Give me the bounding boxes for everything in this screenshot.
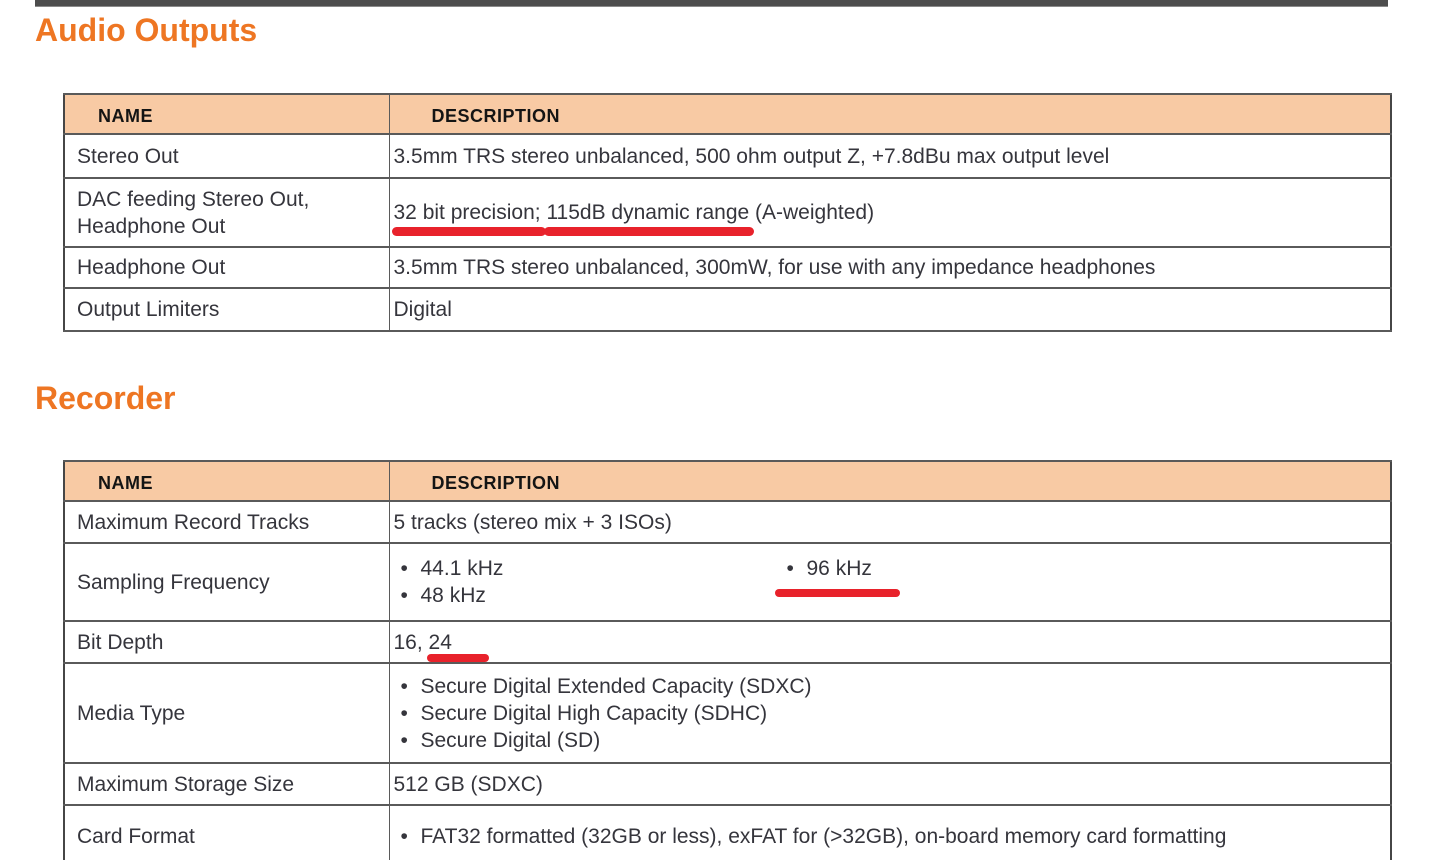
bullet-item: 48 kHz	[394, 582, 780, 609]
bullet-list: Secure Digital Extended Capacity (SDXC) …	[394, 673, 1383, 754]
description-text: 16,	[393, 630, 429, 654]
table-header-row: Name Description	[63, 460, 1392, 502]
bullet-item-underlined: 96 kHz	[774, 555, 901, 597]
annotated-text-underlined: 24	[428, 630, 452, 654]
bullet-list: FAT32 formatted (32GB or less), exFAT fo…	[394, 823, 1383, 850]
spec-name-cell: Maximum Record Tracks	[63, 500, 390, 544]
spec-description-cell: FAT32 formatted (32GB or less), exFAT fo…	[388, 804, 1392, 860]
spec-name-cell: Bit Depth	[63, 620, 390, 664]
column-header-name: Name	[63, 93, 390, 135]
column-header-description-label: Description	[431, 99, 561, 128]
audio-outputs-table: Name Description Stereo Out 3.5mm TRS st…	[63, 93, 1392, 332]
spec-name-cell: Headphone Out	[63, 246, 390, 289]
spec-name-cell: Media Type	[63, 662, 390, 764]
annotated-text-underlined: 32 bit precision;	[393, 201, 541, 224]
table-row: Output Limiters Digital	[63, 287, 1392, 332]
spec-name-cell: Sampling Frequency	[63, 542, 390, 622]
column-header-description-label: Description	[431, 466, 561, 495]
table-row: DAC feeding Stereo Out, Headphone Out 32…	[63, 177, 1392, 248]
spec-description-cell: 5 tracks (stereo mix + 3 ISOs)	[388, 500, 1392, 544]
bullet-item: FAT32 formatted (32GB or less), exFAT fo…	[394, 823, 1383, 850]
spec-description-cell: 44.1 kHz 48 kHz 96 kHz	[388, 542, 1392, 622]
table-header-row: Name Description	[63, 93, 1392, 135]
column-header-name-label: Name	[98, 99, 153, 128]
column-header-description: Description	[388, 93, 1392, 135]
bullet-item: Secure Digital High Capacity (SDHC)	[394, 700, 1383, 727]
annotated-text-underlined: 115dB dynamic range	[546, 201, 750, 224]
spec-name-cell: Stereo Out	[63, 133, 390, 179]
table-row: Card Format FAT32 formatted (32GB or les…	[63, 804, 1392, 860]
spec-description-cell: 512 GB (SDXC)	[388, 762, 1392, 806]
spec-name-cell: DAC feeding Stereo Out, Headphone Out	[63, 177, 390, 248]
table-row: Maximum Record Tracks 5 tracks (stereo m…	[63, 500, 1392, 544]
spec-description-cell: Digital	[388, 287, 1392, 332]
table-row: Headphone Out 3.5mm TRS stereo unbalance…	[63, 246, 1392, 289]
section-heading-recorder: Recorder	[35, 380, 176, 416]
description-text: (A-weighted)	[749, 201, 875, 224]
bullet-item: Secure Digital (SD)	[394, 727, 1383, 754]
spec-description-cell: Secure Digital Extended Capacity (SDXC) …	[388, 662, 1392, 764]
table-row: Media Type Secure Digital Extended Capac…	[63, 662, 1392, 764]
spec-description-cell: 3.5mm TRS stereo unbalanced, 500 ohm out…	[388, 133, 1392, 179]
spec-description-cell: 32 bit precision; 115dB dynamic range (A…	[388, 177, 1392, 248]
column-header-name-label: Name	[98, 466, 153, 495]
table-row: Maximum Storage Size 512 GB (SDXC)	[63, 762, 1392, 806]
section-heading-audio-outputs: Audio Outputs	[35, 12, 258, 48]
page-top-rule	[35, 0, 1388, 7]
table-row: Stereo Out 3.5mm TRS stereo unbalanced, …	[63, 133, 1392, 179]
bullet-item: 44.1 kHz	[394, 555, 780, 582]
bullet-list: 96 kHz	[774, 555, 901, 597]
recorder-table: Name Description Maximum Record Tracks 5…	[63, 460, 1392, 860]
spec-description-cell: 3.5mm TRS stereo unbalanced, 300mW, for …	[388, 246, 1392, 289]
spec-name-cell: Output Limiters	[63, 287, 390, 332]
column-header-description: Description	[388, 460, 1392, 502]
sampling-frequency-columns: 44.1 kHz 48 kHz 96 kHz	[394, 555, 1383, 609]
spec-description-cell: 16, 24	[388, 620, 1392, 664]
bullet-item: Secure Digital Extended Capacity (SDXC)	[394, 673, 1383, 700]
table-row: Sampling Frequency 44.1 kHz 48 kHz 96 kH…	[63, 542, 1392, 622]
column-header-name: Name	[63, 460, 390, 502]
bullet-list: 44.1 kHz 48 kHz	[394, 555, 780, 609]
spec-name-cell: Card Format	[63, 804, 390, 860]
spec-name-cell: Maximum Storage Size	[63, 762, 390, 806]
table-row: Bit Depth 16, 24	[63, 620, 1392, 664]
